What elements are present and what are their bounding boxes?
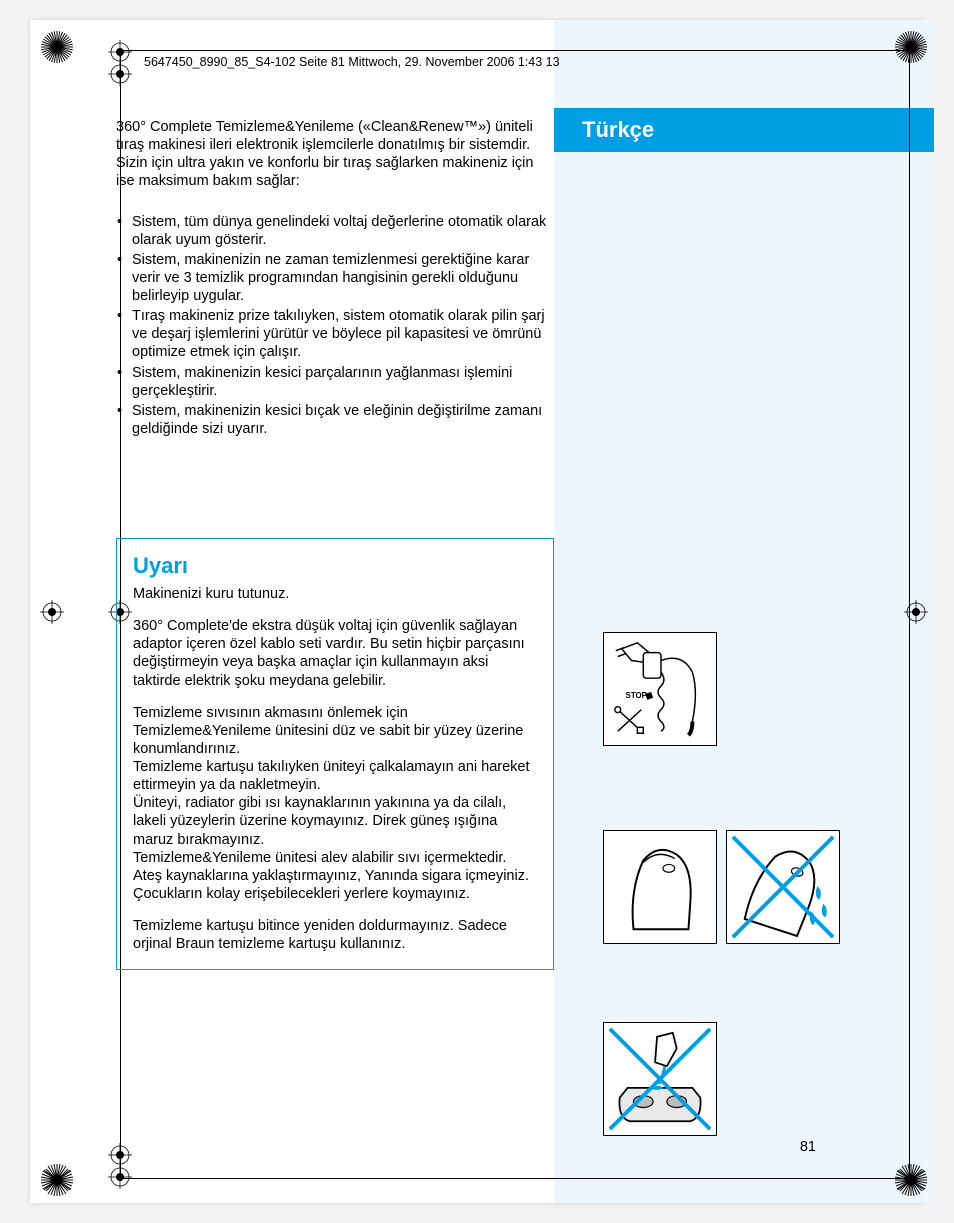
list-item: Sistem, tüm dünya genelindeki voltaj değ… bbox=[116, 213, 552, 249]
registration-mark-icon bbox=[894, 1163, 928, 1197]
intro-paragraph: 360° Complete Temizleme&Yenileme («Clean… bbox=[116, 118, 552, 191]
figure-unit-upright bbox=[603, 830, 717, 944]
registration-mark-icon bbox=[40, 1163, 74, 1197]
figure-refill-crossed bbox=[603, 1022, 717, 1136]
crop-mark-icon bbox=[108, 1165, 132, 1189]
figure-unit-tilted-crossed bbox=[726, 830, 840, 944]
warning-paragraph: Temizleme sıvısının akmasını önlemek içi… bbox=[133, 704, 537, 903]
bullet-list: Sistem, tüm dünya genelindeki voltaj değ… bbox=[116, 213, 552, 439]
crop-line bbox=[120, 50, 910, 51]
crop-mark-icon bbox=[904, 600, 928, 624]
warning-paragraph: 360° Complete'de ekstra düşük voltaj içi… bbox=[133, 617, 537, 690]
crop-mark-icon bbox=[108, 40, 132, 64]
crop-mark-icon bbox=[108, 1143, 132, 1167]
print-header: 5647450_8990_85_S4-102 Seite 81 Mittwoch… bbox=[144, 55, 560, 69]
warning-paragraph: Temizleme kartuşu bitince yeniden doldur… bbox=[133, 917, 537, 953]
warning-title: Uyarı bbox=[133, 553, 537, 579]
warning-paragraph: Makinenizi kuru tutunuz. bbox=[133, 585, 537, 603]
list-item: Sistem, makinenizin ne zaman temizlenmes… bbox=[116, 251, 552, 305]
language-tab: Türkçe bbox=[554, 108, 934, 152]
stop-label: STOP bbox=[626, 691, 647, 700]
crop-mark-icon bbox=[40, 600, 64, 624]
list-item: Tıraş makineniz prize takılıyken, sistem… bbox=[116, 307, 552, 361]
list-item: Sistem, makinenizin kesici parçalarının … bbox=[116, 364, 552, 400]
registration-mark-icon bbox=[894, 30, 928, 64]
registration-mark-icon bbox=[40, 30, 74, 64]
crop-line bbox=[120, 1178, 910, 1179]
list-item: Sistem, makinenizin kesici bıçak ve eleğ… bbox=[116, 402, 552, 438]
crop-mark-icon bbox=[108, 62, 132, 86]
figure-cord-stop: STOP bbox=[603, 632, 717, 746]
main-content: 360° Complete Temizleme&Yenileme («Clean… bbox=[116, 118, 552, 440]
warning-box: Uyarı Makinenizi kuru tutunuz. 360° Comp… bbox=[116, 538, 554, 970]
page: Türkçe bbox=[30, 20, 924, 1203]
page-number: 81 bbox=[800, 1139, 816, 1155]
